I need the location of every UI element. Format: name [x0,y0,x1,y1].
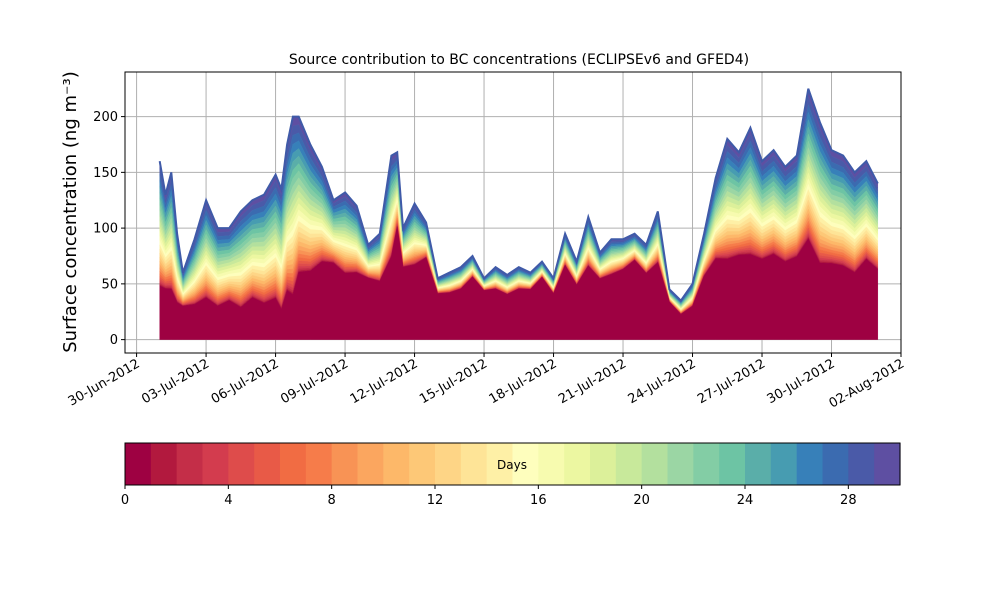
x-tick-label-8: 24-Jul-2012 [626,356,699,407]
y-tick-label-2: 100 [93,222,118,237]
x-tick-label-11: 02-Aug-2012 [827,356,907,411]
colorbar [125,443,901,485]
x-tick-label-6: 18-Jul-2012 [487,356,560,407]
colorbar-swatch-8 [331,443,359,485]
x-tick-label-3: 09-Jul-2012 [278,356,351,407]
y-tick-label-4: 200 [93,110,118,125]
colorbar-tick-label-1: 4 [224,493,232,508]
x-tick-label-1: 03-Jul-2012 [139,356,212,407]
colorbar-ticks: 0 4 8 12 16 20 24 28 [121,485,857,508]
x-tick-label-2: 06-Jul-2012 [209,356,282,407]
colorbar-swatch-12 [435,443,462,485]
band-day-0 [159,226,878,340]
colorbar-swatch-23 [719,443,746,485]
y-tick-label-0: 0 [110,333,118,348]
colorbar-swatch-1 [150,443,178,485]
x-tick-label-0: 30-Jun-2012 [66,356,143,409]
colorbar-swatch-10 [383,443,410,485]
chart-title: Source contribution to BC concentrations… [289,52,749,68]
colorbar-swatch-18 [590,443,617,485]
y-axis-ticks: 0 50 100 150 200 [93,110,125,348]
colorbar-tick-label-6: 24 [737,493,754,508]
total-concentration-line [158,88,879,303]
colorbar-swatch-29 [874,443,901,485]
colorbar-swatch-25 [770,443,798,485]
y-tick-label-3: 150 [93,166,118,181]
x-tick-label-9: 27-Jul-2012 [695,356,768,407]
colorbar-tick-label-3: 12 [427,493,444,508]
colorbar-swatch-0 [125,443,152,485]
colorbar-tick-label-0: 0 [121,493,129,508]
colorbar-swatch-5 [254,443,281,485]
x-tick-label-7: 21-Jul-2012 [556,356,629,407]
colorbar-swatch-16 [538,443,565,485]
x-tick-label-4: 12-Jul-2012 [348,356,421,407]
colorbar-swatch-19 [615,443,643,485]
colorbar-swatch-21 [667,443,694,485]
colorbar-swatch-28 [848,443,875,485]
colorbar-frame [124,442,901,486]
colorbar-swatch-15 [512,443,539,485]
colorbar-swatch-9 [357,443,384,485]
y-axis-label: Surface concentration (ng m⁻³) [60,71,81,353]
colorbar-swatch-7 [305,443,333,485]
colorbar-label: Days [497,458,527,472]
colorbar-swatch-24 [745,443,772,485]
colorbar-swatch-13 [460,443,488,485]
colorbar-tick-label-4: 16 [530,493,547,508]
colorbar-swatch-22 [693,443,720,485]
colorbar-swatch-17 [564,443,591,485]
x-tick-label-5: 15-Jul-2012 [417,356,490,407]
colorbar-swatch-20 [641,443,669,485]
colorbar-swatch-2 [176,443,204,485]
y-tick-label-1: 50 [101,277,118,292]
colorbar-swatch-3 [202,443,229,485]
colorbar-swatch-27 [822,443,849,485]
colorbar-tick-label-5: 20 [633,493,650,508]
colorbar-tick-label-2: 8 [328,493,336,508]
plot-frame [124,71,902,354]
colorbar-swatch-6 [280,443,307,485]
x-axis-ticks: 30-Jun-201203-Jul-201206-Jul-201209-Jul-… [66,353,907,412]
colorbar-swatch-14 [486,443,514,485]
stacked-area-bands [159,88,878,340]
colorbar-swatch-11 [409,443,436,485]
colorbar-swatch-4 [228,443,255,485]
colorbar-swatch-26 [796,443,824,485]
colorbar-tick-label-7: 28 [840,493,857,508]
